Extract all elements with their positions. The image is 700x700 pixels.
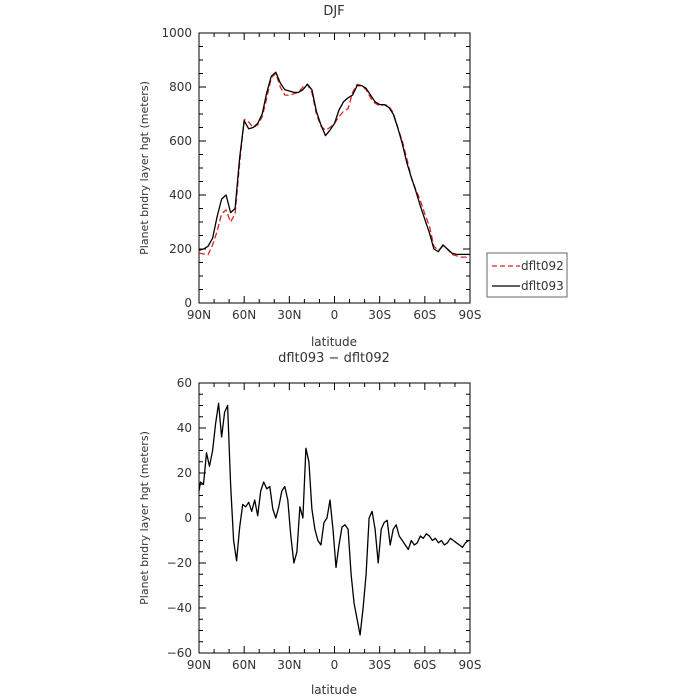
bottom-x-tick-label: 30S bbox=[368, 658, 391, 672]
bottom-series-line-series-0 bbox=[198, 402, 470, 636]
top-y-tick-label: 1000 bbox=[161, 26, 192, 40]
top-series-line-dflt093 bbox=[198, 71, 470, 256]
legend-label-dflt093: dflt093 bbox=[521, 279, 564, 293]
bottom-y-tick-label: −20 bbox=[167, 556, 192, 570]
bottom-y-axis-label: Planet bndry layer hgt (meters) bbox=[138, 431, 151, 605]
bottom-y-tick-label: −40 bbox=[167, 601, 192, 615]
bottom-chart: dflt093 − dflt092 90N 60N 30N 0 30S 60S 90S −60… bbox=[138, 351, 481, 697]
legend-label-dflt092: dflt092 bbox=[521, 259, 564, 273]
top-y-tick-label: 0 bbox=[184, 296, 192, 310]
bottom-chart-title: dflt093 − dflt092 bbox=[278, 351, 390, 366]
top-plot-area: 90N 60N 30N 0 30S 60S 90S 0 200 400 600 800 1000 bbox=[161, 26, 481, 322]
top-x-tick-label: 90N bbox=[187, 308, 211, 322]
top-y-tick-label: 600 bbox=[169, 134, 192, 148]
top-y-axis-label: Planet bndry layer hgt (meters) bbox=[138, 81, 151, 255]
bottom-plot-area: 90N 60N 30N 0 30S 60S 90S −60 −40 −20 0 20 40 60 bbox=[167, 376, 482, 672]
bottom-x-tick-label: 60N bbox=[232, 658, 256, 672]
bottom-x-tick-label: 90N bbox=[187, 658, 211, 672]
bottom-frame bbox=[198, 382, 471, 654]
top-x-tick-label: 60S bbox=[413, 308, 436, 322]
bottom-y-tick-label: 0 bbox=[184, 511, 192, 525]
top-x-tick-label: 60N bbox=[232, 308, 256, 322]
top-x-tick-label: 30N bbox=[277, 308, 301, 322]
top-chart-title: DJF bbox=[323, 4, 344, 19]
top-y-tick-label: 400 bbox=[169, 188, 192, 202]
top-x-tick-label: 0 bbox=[331, 308, 339, 322]
top-x-axis-label: latitude bbox=[311, 335, 357, 349]
bottom-x-tick-label: 0 bbox=[331, 658, 339, 672]
bottom-x-tick-label: 30N bbox=[277, 658, 301, 672]
top-series-line-dflt092 bbox=[198, 72, 470, 258]
bottom-y-tick-label: 60 bbox=[177, 376, 192, 390]
top-x-tick-label: 30S bbox=[368, 308, 391, 322]
top-chart: DJF 90N 60N 30N 0 30S 60S 90S 0 200 400 600 800 1000… bbox=[138, 4, 568, 349]
top-x-tick-label: 90S bbox=[459, 308, 482, 322]
bottom-x-tick-label: 90S bbox=[459, 658, 482, 672]
legend: dflt092 dflt093 bbox=[486, 252, 568, 298]
legend-box bbox=[486, 252, 568, 298]
bottom-x-tick-label: 60S bbox=[413, 658, 436, 672]
top-y-tick-label: 800 bbox=[169, 80, 192, 94]
bottom-y-tick-label: 40 bbox=[177, 421, 192, 435]
bottom-y-tick-label: −60 bbox=[167, 646, 192, 660]
top-y-tick-label: 200 bbox=[169, 242, 192, 256]
bottom-y-tick-label: 20 bbox=[177, 466, 192, 480]
bottom-x-axis-label: latitude bbox=[311, 683, 357, 697]
